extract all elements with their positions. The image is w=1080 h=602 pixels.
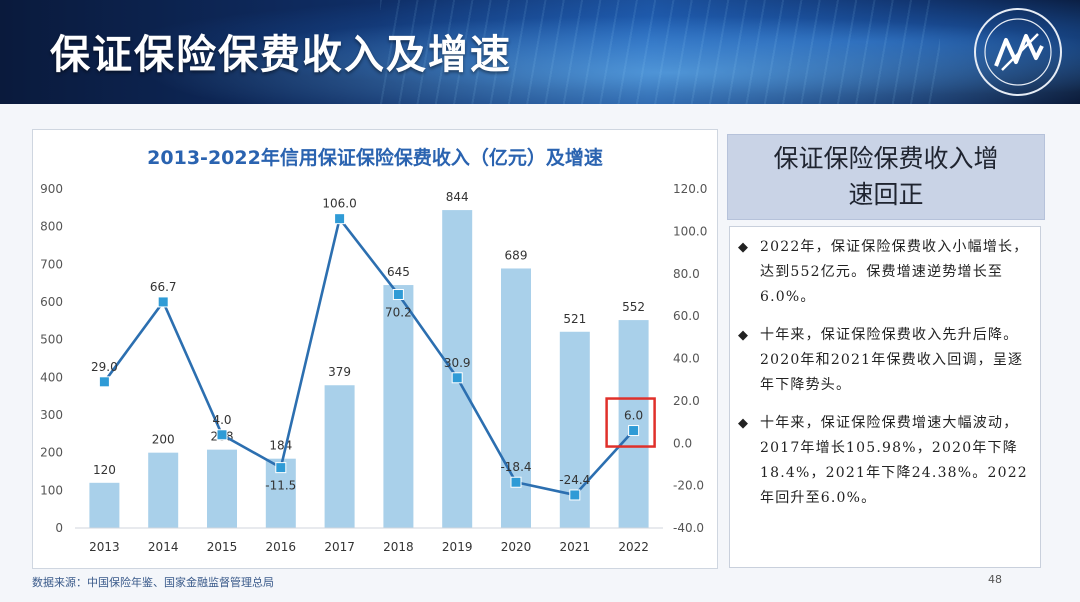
growth-point bbox=[275, 462, 287, 474]
bullet-item-1: ◆ 2022年，保证保险保费收入小幅增长，达到552亿元。保费增速逆势增长至6.… bbox=[738, 235, 1034, 310]
x-tick-label: 2022 bbox=[618, 540, 649, 554]
bullet-item-3: ◆ 十年来，保证保险保费增速大幅波动，2017年增长105.98%，2020年下… bbox=[738, 411, 1034, 511]
bar-value-label: 844 bbox=[446, 190, 469, 204]
growth-point bbox=[451, 372, 463, 384]
y-left-tick-label: 900 bbox=[40, 182, 63, 196]
chart-title: 2013-2022年信用保证保险保费收入（亿元）及增速 bbox=[147, 146, 603, 169]
growth-line bbox=[103, 217, 635, 497]
x-tick-label: 2020 bbox=[501, 540, 532, 554]
panel-heading-box: 保证保险保费收入增速回正 bbox=[727, 134, 1045, 220]
growth-point bbox=[628, 425, 640, 437]
page-title: 保证保险保费收入及增速 bbox=[50, 32, 512, 78]
y-right-tick-label: 0.0 bbox=[673, 436, 692, 450]
bullet-text: 2022年，保证保险保费收入小幅增长，达到552亿元。保费增速逆势增长至6.0%… bbox=[760, 239, 1029, 305]
y-left-tick-label: 100 bbox=[40, 483, 63, 497]
panel-body: ◆ 2022年，保证保险保费收入小幅增长，达到552亿元。保费增速逆势增长至6.… bbox=[729, 226, 1041, 568]
bar-value-label: 689 bbox=[505, 248, 528, 262]
x-tick-label: 2015 bbox=[207, 540, 238, 554]
bar bbox=[383, 285, 414, 528]
y-right-tick-label: 100.0 bbox=[673, 224, 707, 238]
bar bbox=[501, 268, 531, 528]
bullet-text: 十年来，保证保险保费收入先升后降。2020年和2021年保费收入回调，呈逐年下降… bbox=[760, 327, 1024, 393]
growth-point bbox=[216, 429, 228, 441]
institute-logo bbox=[974, 8, 1062, 96]
growth-value-label: 29.0 bbox=[91, 360, 118, 374]
growth-point bbox=[98, 376, 110, 388]
bar bbox=[442, 210, 473, 528]
diamond-bullet-icon: ◆ bbox=[738, 240, 750, 255]
bar-value-label: 120 bbox=[93, 463, 116, 477]
growth-value-label: -11.5 bbox=[265, 479, 296, 493]
panel-heading: 保证保险保费收入增速回正 bbox=[773, 144, 999, 209]
chart-card: 2013-2022年信用保证保险保费收入（亿元）及增速 0 100 200 300 400… bbox=[32, 129, 718, 569]
bar-value-label: 552 bbox=[622, 300, 645, 314]
growth-point bbox=[157, 296, 169, 308]
growth-value-label: 6.0 bbox=[624, 409, 643, 423]
header-banner: 保证保险保费收入及增速 bbox=[0, 0, 1080, 104]
data-source: 数据来源：中国保险年鉴、国家金融监督管理总局 bbox=[32, 576, 274, 589]
y-right-tick-label: 80.0 bbox=[673, 267, 700, 281]
growth-value-label: -24.4 bbox=[559, 473, 590, 487]
y-right-tick-label: 60.0 bbox=[673, 309, 700, 323]
bar bbox=[324, 385, 355, 528]
page-number: 48 bbox=[988, 573, 1002, 586]
x-tick-label: 2013 bbox=[89, 540, 120, 554]
y-left-tick-label: 500 bbox=[40, 333, 63, 347]
y-right-tick-label: 40.0 bbox=[673, 352, 700, 366]
bar-value-label: 184 bbox=[269, 439, 292, 453]
y-left-tick-label: 800 bbox=[40, 220, 63, 234]
bullet-item-2: ◆ 十年来，保证保险保费收入先升后降。2020年和2021年保费收入回调，呈逐年… bbox=[738, 323, 1034, 398]
y-right-tick-label: 20.0 bbox=[673, 394, 700, 408]
x-tick-label: 2019 bbox=[442, 540, 473, 554]
bar bbox=[148, 452, 179, 528]
bar-value-label: 645 bbox=[387, 265, 410, 279]
premium-chart: 2013-2022年信用保证保险保费收入（亿元）及增速 0 100 200 300 400… bbox=[40, 146, 707, 554]
growth-point bbox=[392, 289, 404, 301]
bar-value-label: 200 bbox=[152, 433, 175, 447]
y-right-tick-label: -40.0 bbox=[673, 521, 704, 535]
growth-value-label: 70.2 bbox=[385, 306, 412, 320]
y-left-tick-label: 200 bbox=[40, 446, 63, 460]
x-tick-label: 2017 bbox=[324, 540, 355, 554]
x-tick-label: 2014 bbox=[148, 540, 179, 554]
growth-point bbox=[334, 213, 346, 225]
growth-value-label: -18.4 bbox=[500, 460, 531, 474]
y-left-tick-label: 600 bbox=[40, 295, 63, 309]
growth-value-label: 30.9 bbox=[444, 356, 471, 370]
growth-value-label: 4.0 bbox=[212, 413, 231, 427]
banner-decoration bbox=[380, 0, 940, 104]
y-left-tick-label: 700 bbox=[40, 257, 63, 271]
growth-value-label: 66.7 bbox=[150, 280, 177, 294]
bar-value-label: 521 bbox=[563, 312, 586, 326]
diamond-bullet-icon: ◆ bbox=[738, 416, 750, 431]
x-tick-label: 2016 bbox=[266, 540, 297, 554]
growth-value-label: 106.0 bbox=[322, 197, 356, 211]
y-left-tick-label: 400 bbox=[40, 370, 63, 384]
x-tick-label: 2021 bbox=[560, 540, 591, 554]
bar bbox=[618, 320, 649, 528]
y-right-tick-label: 120.0 bbox=[673, 182, 707, 196]
bar bbox=[207, 449, 237, 528]
bar bbox=[89, 482, 120, 528]
bar-value-label: 379 bbox=[328, 365, 351, 379]
diamond-bullet-icon: ◆ bbox=[738, 328, 750, 343]
y-right-tick-label: -20.0 bbox=[673, 479, 704, 493]
bullet-text: 十年来，保证保险保费增速大幅波动，2017年增长105.98%，2020年下降1… bbox=[760, 415, 1028, 506]
growth-point bbox=[569, 489, 581, 501]
x-tick-label: 2018 bbox=[383, 540, 414, 554]
growth-point bbox=[510, 476, 522, 488]
y-left-tick-label: 300 bbox=[40, 408, 63, 422]
y-left-tick-label: 0 bbox=[55, 521, 63, 535]
highlight-box bbox=[605, 397, 656, 448]
